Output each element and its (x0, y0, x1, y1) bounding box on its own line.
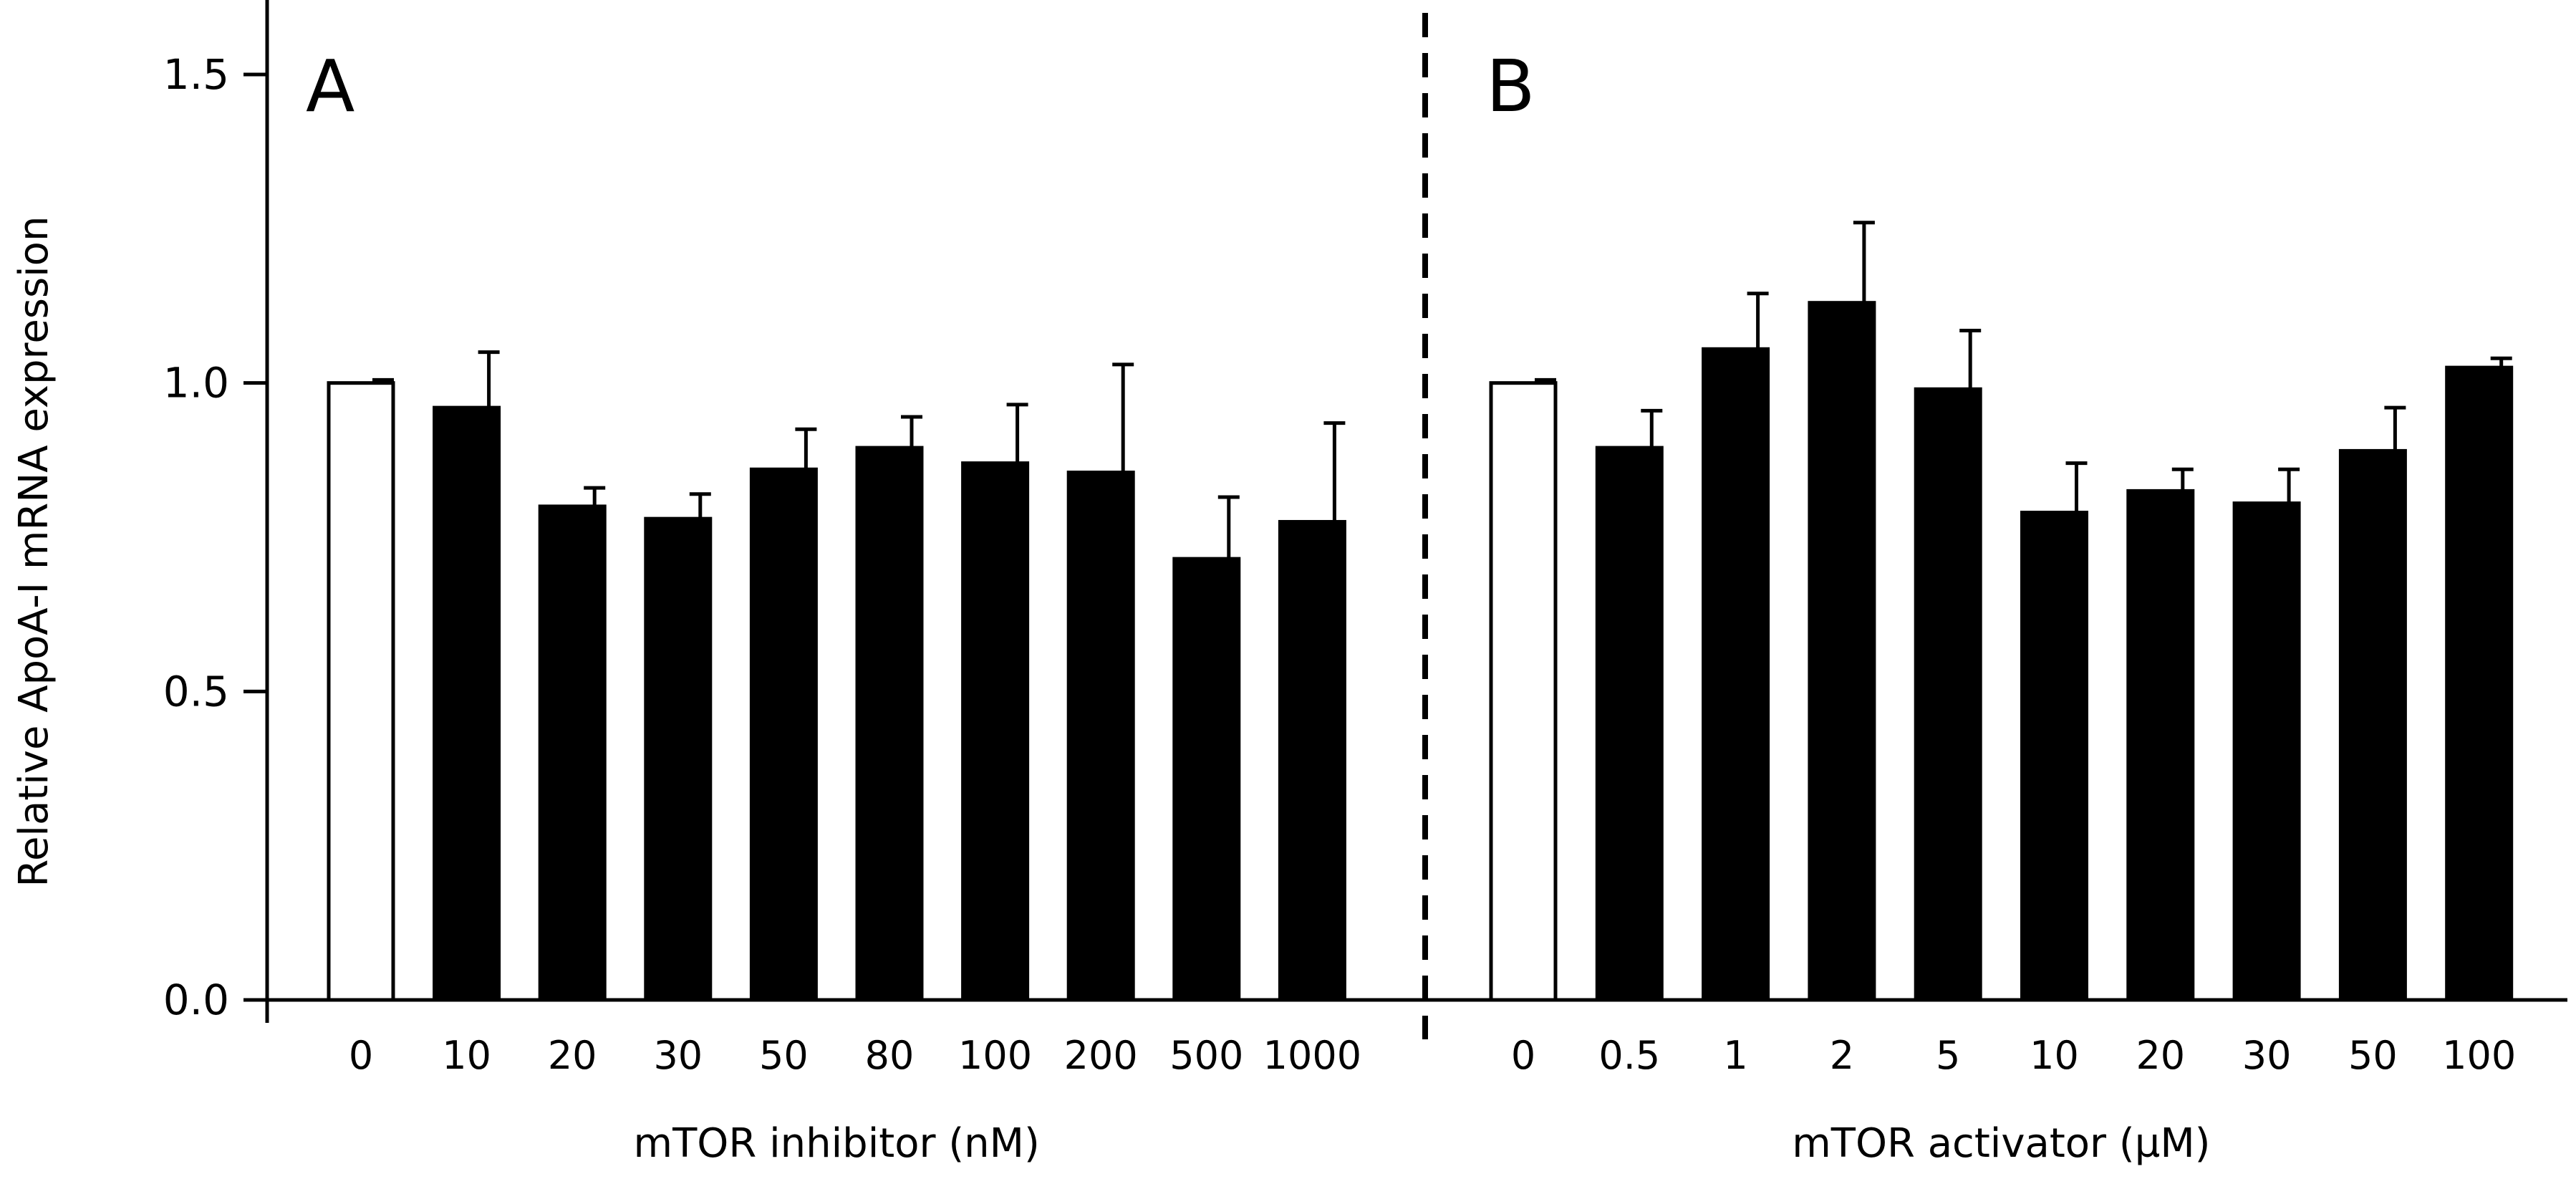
y-axis-title: Relative ApoA-I mRNA expression (11, 216, 57, 887)
treatment-bar (1914, 387, 1982, 1002)
x-tick-label: 80 (865, 1033, 915, 1078)
treatment-bar (2020, 511, 2088, 1002)
x-tick-label: 100 (958, 1033, 1032, 1078)
x-tick-label: 30 (2242, 1033, 2292, 1078)
bars (327, 221, 2514, 1002)
control-bar (1489, 381, 1558, 1002)
treatment-bar (1172, 557, 1241, 1002)
x-tick-label: 50 (2348, 1033, 2398, 1078)
y-tick-label: 0.0 (163, 976, 229, 1024)
treatment-bar (2232, 501, 2301, 1002)
x-axis-title: mTOR inhibitor (nM) (634, 1120, 1040, 1167)
x-tick-label: 30 (653, 1033, 703, 1078)
x-tick-label: 0.5 (1598, 1033, 1660, 1078)
x-tick-label: 200 (1064, 1033, 1138, 1078)
x-tick-label: 0 (349, 1033, 373, 1078)
x-tick-label: 20 (2136, 1033, 2185, 1078)
treatment-bar (1066, 471, 1135, 1002)
treatment-bar (961, 461, 1030, 1002)
x-tick-label: 5 (1936, 1033, 1960, 1078)
panel-letter-a: A (306, 44, 354, 128)
treatment-bar (1702, 347, 1770, 1002)
x-tick-label: 2 (1830, 1033, 1854, 1078)
x-tick-label: 500 (1169, 1033, 1243, 1078)
labels: 0.0 0.5 1.0 1.5 Relative ApoA-I mRNA express… (11, 44, 2516, 1167)
panel-letter-b: B (1486, 44, 1535, 128)
treatment-bar (2126, 489, 2195, 1002)
x-tick-label: 1 (1723, 1033, 1747, 1078)
x-tick-label: 50 (759, 1033, 809, 1078)
treatment-bar (1278, 519, 1346, 1002)
treatment-bar (749, 467, 818, 1002)
treatment-bar (538, 504, 607, 1002)
x-tick-label: 10 (2030, 1033, 2079, 1078)
x-tick-label: 0 (1511, 1033, 1535, 1078)
x-tick-label: 100 (2442, 1033, 2516, 1078)
treatment-bar (433, 405, 501, 1002)
y-tick-label: 1.5 (163, 50, 229, 99)
x-axis-title: mTOR activator (µM) (1792, 1120, 2210, 1167)
treatment-bar (2338, 448, 2407, 1002)
treatment-bar (1808, 301, 1876, 1002)
treatment-bar (2445, 365, 2514, 1002)
control-bar (327, 381, 395, 1002)
y-tick-label: 0.5 (163, 667, 229, 716)
treatment-bar (644, 516, 713, 1002)
x-tick-label: 10 (442, 1033, 491, 1078)
treatment-bar (855, 446, 924, 1002)
x-tick-label: 1000 (1263, 1033, 1361, 1078)
y-tick-label: 1.0 (163, 359, 229, 408)
x-tick-label: 20 (548, 1033, 597, 1078)
treatment-bar (1595, 446, 1664, 1002)
